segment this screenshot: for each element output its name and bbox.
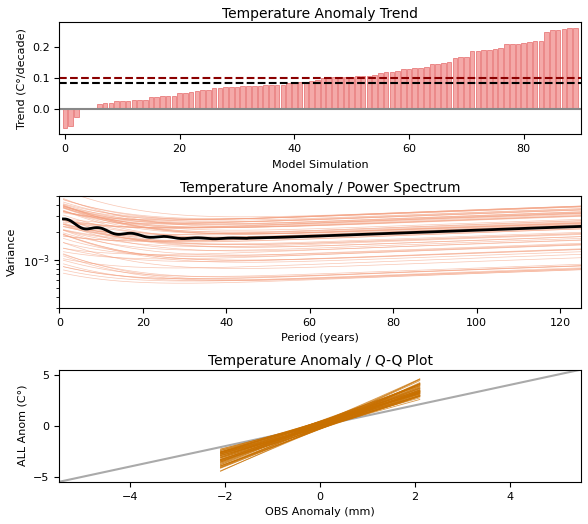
Bar — [476, 51, 480, 110]
Bar — [143, 100, 148, 110]
Y-axis label: Variance: Variance — [7, 228, 17, 276]
Bar — [389, 72, 394, 110]
Bar — [430, 64, 435, 110]
Bar — [309, 81, 314, 110]
Bar — [189, 92, 193, 110]
Bar — [401, 69, 406, 110]
Bar — [527, 42, 532, 110]
Bar — [229, 87, 233, 110]
Bar — [223, 87, 228, 110]
Bar — [499, 48, 503, 110]
Bar — [562, 29, 566, 110]
Bar — [407, 69, 412, 110]
Bar — [487, 50, 492, 110]
Bar — [539, 41, 543, 110]
Bar — [522, 43, 526, 110]
Bar — [470, 51, 475, 110]
Bar — [505, 44, 509, 110]
Title: Temperature Anomaly / Q-Q Plot: Temperature Anomaly / Q-Q Plot — [208, 354, 433, 368]
Bar — [482, 50, 486, 110]
Bar — [280, 84, 285, 110]
Bar — [183, 93, 188, 110]
Bar — [447, 62, 452, 110]
Bar — [361, 76, 366, 110]
Bar — [120, 101, 125, 110]
Bar — [109, 103, 113, 110]
Bar — [332, 78, 337, 110]
Bar — [178, 93, 182, 110]
Bar — [137, 100, 142, 110]
Bar — [567, 28, 572, 110]
Bar — [366, 76, 371, 110]
Bar — [315, 80, 320, 110]
Y-axis label: Trend (C°/decade): Trend (C°/decade) — [16, 28, 26, 128]
Bar — [263, 85, 268, 110]
Bar — [453, 58, 457, 110]
Bar — [292, 83, 297, 110]
Bar — [412, 69, 417, 110]
Bar — [275, 85, 279, 110]
Bar — [441, 63, 446, 110]
Bar — [384, 72, 389, 110]
Bar — [246, 86, 250, 110]
Y-axis label: ALL Anom (C°): ALL Anom (C°) — [18, 385, 28, 466]
Bar — [114, 101, 119, 110]
Bar — [573, 28, 577, 110]
Bar — [97, 104, 102, 110]
Bar — [395, 71, 400, 110]
Bar — [126, 101, 131, 110]
Bar — [378, 73, 383, 110]
Bar — [63, 110, 67, 128]
X-axis label: Model Simulation: Model Simulation — [272, 160, 369, 170]
Bar — [372, 74, 377, 110]
Bar — [326, 78, 331, 110]
Bar — [556, 30, 560, 110]
X-axis label: Period (years): Period (years) — [281, 333, 359, 343]
Bar — [349, 77, 354, 110]
Bar — [516, 43, 520, 110]
Bar — [269, 85, 273, 110]
Bar — [132, 101, 136, 110]
Bar — [493, 49, 497, 110]
Title: Temperature Anomaly / Power Spectrum: Temperature Anomaly / Power Spectrum — [180, 181, 460, 195]
Bar — [418, 68, 423, 110]
Bar — [459, 57, 463, 110]
Bar — [201, 90, 205, 110]
Bar — [206, 90, 211, 110]
Bar — [435, 63, 440, 110]
Bar — [172, 96, 176, 110]
Bar — [550, 30, 554, 110]
Bar — [338, 77, 343, 110]
Bar — [218, 88, 222, 110]
Bar — [355, 77, 360, 110]
Bar — [212, 89, 216, 110]
Bar — [240, 86, 245, 110]
Bar — [91, 108, 96, 110]
Bar — [533, 41, 537, 110]
Bar — [464, 57, 469, 110]
Bar — [320, 78, 325, 110]
Bar — [286, 83, 291, 110]
Bar — [303, 82, 308, 110]
Bar — [74, 110, 79, 117]
Bar — [298, 82, 302, 110]
Bar — [195, 91, 199, 110]
Bar — [68, 110, 73, 126]
Bar — [544, 31, 549, 110]
Title: Temperature Anomaly Trend: Temperature Anomaly Trend — [222, 7, 418, 21]
Bar — [235, 86, 239, 110]
Bar — [149, 97, 153, 110]
Bar — [510, 44, 514, 110]
X-axis label: OBS Anomaly (mm): OBS Anomaly (mm) — [265, 507, 375, 517]
Bar — [424, 67, 429, 110]
Bar — [103, 103, 108, 110]
Bar — [160, 96, 165, 110]
Bar — [343, 77, 348, 110]
Bar — [252, 86, 256, 110]
Bar — [155, 97, 159, 110]
Bar — [166, 96, 171, 110]
Bar — [258, 86, 262, 110]
